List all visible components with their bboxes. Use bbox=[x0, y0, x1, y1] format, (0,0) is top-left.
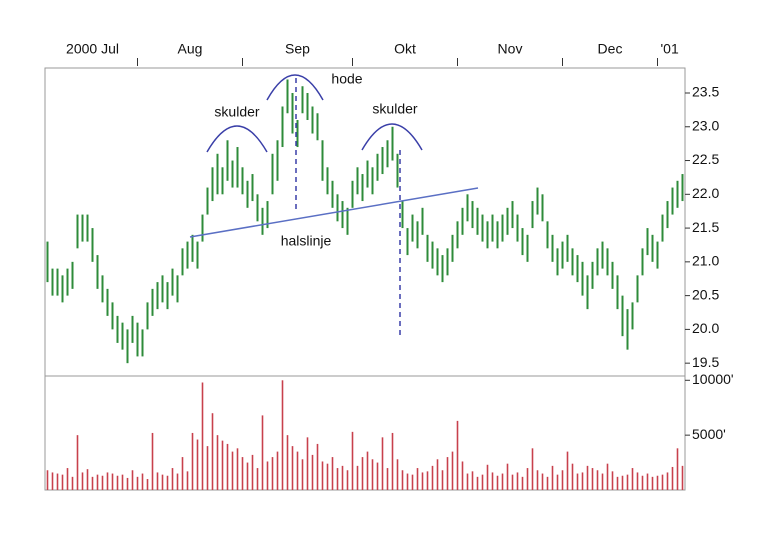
neckline bbox=[189, 187, 479, 238]
y2-tick-label: 10000' bbox=[692, 371, 734, 387]
x-tick-label: Okt bbox=[394, 41, 416, 57]
marks bbox=[46, 79, 684, 490]
shoulder-arc bbox=[361, 123, 423, 151]
annotation: skulder bbox=[372, 101, 417, 117]
y2-tick-label: 5000' bbox=[692, 426, 726, 442]
shoulder-arc bbox=[206, 125, 268, 153]
annotation: halslinje bbox=[281, 233, 332, 249]
y-tick-label: 21.5 bbox=[692, 219, 719, 235]
y-tick-label: 20.5 bbox=[692, 286, 719, 302]
x-tick-label: Aug bbox=[178, 41, 203, 57]
y-tick-label: 20.0 bbox=[692, 320, 719, 336]
x-tick-label: Nov bbox=[498, 41, 523, 57]
x-tick-label: Sep bbox=[285, 41, 310, 57]
y-tick-label: 19.5 bbox=[692, 354, 719, 370]
pattern-shapes bbox=[189, 74, 479, 338]
x-tick-label: '01 bbox=[661, 41, 679, 57]
y-tick-label: 21.0 bbox=[692, 253, 719, 269]
head-arc bbox=[266, 74, 324, 101]
plot-frame bbox=[44, 67, 686, 491]
y-tick-label: 22.5 bbox=[692, 151, 719, 167]
y-tick-label: 23.5 bbox=[692, 84, 719, 100]
annotation: hode bbox=[331, 71, 362, 87]
x-tick-label: 2000 Jul bbox=[66, 41, 119, 57]
y-tick-label: 22.0 bbox=[692, 185, 719, 201]
annotation: skulder bbox=[214, 104, 259, 120]
y-tick-label: 23.0 bbox=[692, 117, 719, 133]
x-tick-label: Dec bbox=[598, 41, 623, 57]
